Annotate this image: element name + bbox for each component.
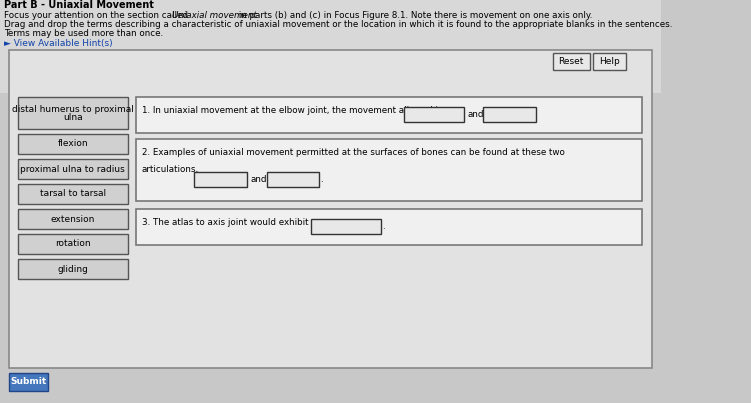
- Text: ulna: ulna: [63, 112, 83, 121]
- Bar: [483, 107, 535, 122]
- Text: distal humerus to proximal: distal humerus to proximal: [12, 104, 134, 114]
- Text: Uniaxial movement: Uniaxial movement: [171, 11, 256, 20]
- Text: .: .: [382, 222, 385, 231]
- Text: .: .: [320, 175, 323, 184]
- Text: Submit: Submit: [11, 378, 47, 386]
- Bar: [17, 134, 128, 154]
- Text: ► View Available Hint(s): ► View Available Hint(s): [5, 39, 113, 48]
- Bar: [17, 159, 128, 179]
- Bar: [17, 97, 128, 129]
- Text: 2. Examples of uniaxial movement permitted at the surfaces of bones can be found: 2. Examples of uniaxial movement permitt…: [142, 148, 565, 157]
- Bar: [195, 172, 247, 187]
- Text: and: and: [467, 110, 484, 119]
- Bar: [17, 259, 128, 279]
- Text: Help: Help: [599, 57, 620, 66]
- Text: rotation: rotation: [55, 239, 90, 249]
- Text: Terms may be used more than once.: Terms may be used more than once.: [5, 29, 164, 38]
- Text: Part B - Uniaxial Movement: Part B - Uniaxial Movement: [5, 0, 154, 10]
- Text: Drag and drop the terms describing a characteristic of uniaxial movement or the : Drag and drop the terms describing a cha…: [5, 20, 673, 29]
- Bar: [137, 139, 642, 201]
- Text: flexion: flexion: [57, 139, 88, 148]
- Text: articulations,: articulations,: [142, 165, 199, 174]
- Text: 3. The atlas to axis joint would exhibit: 3. The atlas to axis joint would exhibit: [142, 218, 308, 227]
- Bar: [404, 107, 463, 122]
- Text: and: and: [251, 175, 267, 184]
- Bar: [0, 0, 661, 93]
- Text: 1. In uniaxial movement at the elbow joint, the movement allowed is: 1. In uniaxial movement at the elbow joi…: [142, 106, 442, 115]
- Bar: [267, 172, 319, 187]
- Bar: [137, 209, 642, 245]
- Text: extension: extension: [50, 214, 95, 224]
- Text: proximal ulna to radius: proximal ulna to radius: [20, 164, 125, 174]
- Text: tarsal to tarsal: tarsal to tarsal: [40, 189, 106, 199]
- Bar: [17, 209, 128, 229]
- Text: gliding: gliding: [57, 264, 88, 274]
- Bar: [137, 97, 642, 133]
- Text: in parts (b) and (c) in Focus Figure 8.1. Note there is movement on one axis onl: in parts (b) and (c) in Focus Figure 8.1…: [236, 11, 593, 20]
- Bar: [9, 50, 652, 368]
- Bar: [311, 219, 381, 234]
- Bar: [593, 53, 626, 70]
- Bar: [17, 234, 128, 254]
- Bar: [553, 53, 590, 70]
- Bar: [9, 373, 48, 391]
- Text: Reset: Reset: [558, 57, 584, 66]
- Bar: [17, 184, 128, 204]
- Text: Focus your attention on the section called: Focus your attention on the section call…: [5, 11, 192, 20]
